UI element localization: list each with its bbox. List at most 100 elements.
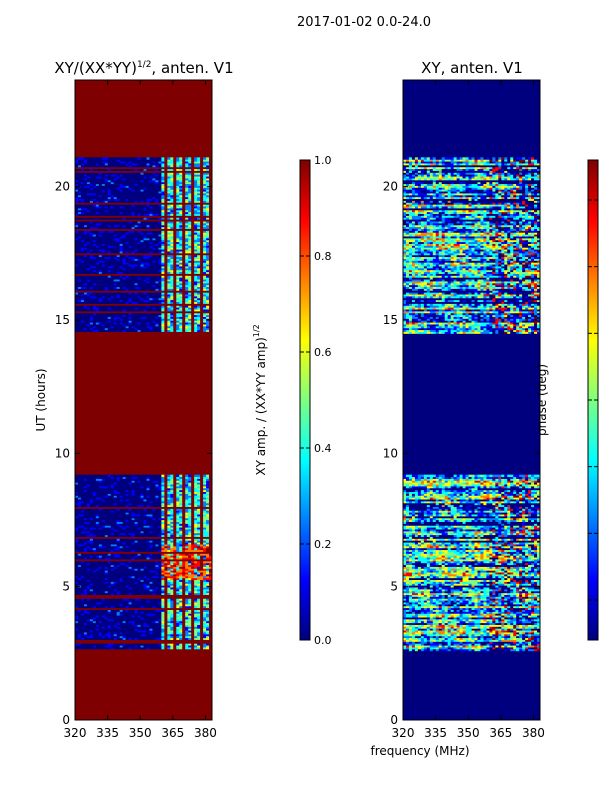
heatmap-cell bbox=[167, 318, 171, 321]
heatmap-cell bbox=[80, 564, 85, 567]
heatmap-cell bbox=[137, 519, 141, 522]
heatmap-cell bbox=[107, 523, 112, 526]
heatmap-cell bbox=[167, 308, 171, 312]
heatmap-cell bbox=[194, 545, 198, 549]
heatmap-cell bbox=[152, 620, 156, 624]
heatmap-cell bbox=[182, 310, 186, 314]
heatmap-cell bbox=[149, 570, 153, 573]
heatmap-cell bbox=[194, 585, 198, 588]
heatmap-cell bbox=[164, 579, 168, 582]
heatmap-cell bbox=[98, 495, 103, 498]
heatmap-cell bbox=[75, 517, 79, 521]
heatmap-cell bbox=[80, 613, 85, 616]
heatmap-cell bbox=[131, 512, 135, 515]
heatmap-cell bbox=[200, 600, 204, 603]
heatmap-cell bbox=[170, 581, 174, 584]
heatmap-cell bbox=[95, 310, 100, 314]
heatmap-cell bbox=[158, 322, 162, 325]
heatmap-cell bbox=[128, 585, 132, 588]
heatmap-cell bbox=[107, 484, 112, 487]
heatmap-cell bbox=[98, 542, 103, 545]
heatmap-cell bbox=[104, 609, 109, 612]
heatmap-cell bbox=[119, 600, 124, 603]
heatmap-cell bbox=[179, 508, 183, 511]
heatmap-cell bbox=[209, 603, 212, 607]
heatmap-cell bbox=[173, 476, 177, 479]
heatmap-cell bbox=[203, 480, 207, 483]
heatmap-cell bbox=[104, 316, 109, 319]
heatmap-cell bbox=[75, 575, 79, 579]
heatmap-cell bbox=[98, 329, 103, 332]
heatmap-cell bbox=[83, 557, 88, 560]
heatmap-cell bbox=[134, 331, 138, 334]
heatmap-cell bbox=[92, 323, 97, 327]
heatmap-cell bbox=[182, 527, 186, 530]
heatmap-cell bbox=[75, 577, 79, 581]
heatmap-cell bbox=[158, 519, 162, 522]
heatmap-cell bbox=[152, 513, 156, 517]
heatmap-cell bbox=[116, 513, 121, 517]
heatmap-cell bbox=[122, 553, 127, 556]
heatmap-cell bbox=[101, 532, 106, 536]
heatmap-cell bbox=[161, 573, 165, 577]
heatmap-cell bbox=[152, 517, 156, 521]
heatmap-cell bbox=[140, 590, 144, 594]
heatmap-cell bbox=[155, 611, 159, 614]
heatmap-cell bbox=[197, 560, 201, 564]
heatmap-cell bbox=[104, 499, 109, 502]
heatmap-cell bbox=[110, 562, 115, 566]
heatmap-cell bbox=[182, 598, 186, 601]
heatmap-cell bbox=[158, 331, 162, 334]
heatmap-cell bbox=[179, 542, 183, 545]
heatmap-cell bbox=[95, 600, 100, 603]
heatmap-cell bbox=[191, 551, 195, 554]
heatmap-cell bbox=[209, 512, 212, 515]
heatmap-cell bbox=[89, 525, 94, 528]
heatmap-cell bbox=[143, 491, 147, 494]
heatmap-cell bbox=[107, 631, 112, 635]
heatmap-cell bbox=[128, 491, 132, 494]
heatmap-cell bbox=[206, 331, 210, 334]
heatmap-cell bbox=[83, 493, 88, 496]
heatmap-cell bbox=[75, 547, 79, 551]
heatmap-cell bbox=[107, 538, 112, 541]
heatmap-cell bbox=[92, 611, 97, 614]
heatmap-cell bbox=[179, 534, 183, 537]
heatmap-cell bbox=[188, 480, 192, 483]
heatmap-cell bbox=[209, 646, 212, 650]
heatmap-cell bbox=[194, 504, 198, 507]
heatmap-cell bbox=[185, 645, 189, 648]
heatmap-cell bbox=[185, 521, 189, 524]
heatmap-cell bbox=[101, 635, 106, 639]
heatmap-cell bbox=[164, 508, 168, 511]
heatmap-cell bbox=[176, 620, 180, 624]
heatmap-cell bbox=[203, 308, 207, 312]
heatmap-cell bbox=[143, 577, 147, 581]
heatmap-cell bbox=[116, 506, 121, 509]
heatmap-cell bbox=[143, 605, 147, 609]
heatmap-cell bbox=[182, 631, 186, 635]
heatmap-cell bbox=[149, 499, 153, 502]
heatmap-cell bbox=[149, 607, 153, 610]
heatmap-cell bbox=[173, 564, 177, 567]
heatmap-cell bbox=[80, 560, 85, 564]
heatmap-cell bbox=[167, 603, 171, 607]
heatmap-cell bbox=[101, 305, 106, 308]
heatmap-cell bbox=[164, 566, 168, 569]
heatmap-cell bbox=[197, 607, 201, 610]
heatmap-cell bbox=[158, 557, 162, 560]
heatmap-cell bbox=[86, 628, 91, 631]
heatmap-cell bbox=[140, 592, 144, 595]
heatmap-cell bbox=[101, 639, 106, 642]
heatmap-cell bbox=[197, 549, 201, 552]
heatmap-cell bbox=[140, 517, 144, 521]
heatmap-cell bbox=[170, 598, 174, 601]
heatmap-cell bbox=[188, 499, 192, 502]
heatmap-cell bbox=[98, 596, 103, 599]
heatmap-cell bbox=[170, 553, 174, 556]
heatmap-cell bbox=[113, 480, 118, 483]
heatmap-cell bbox=[194, 549, 198, 552]
heatmap-cell bbox=[77, 523, 82, 526]
heatmap-cell bbox=[92, 645, 97, 648]
heatmap-cell bbox=[194, 628, 198, 631]
